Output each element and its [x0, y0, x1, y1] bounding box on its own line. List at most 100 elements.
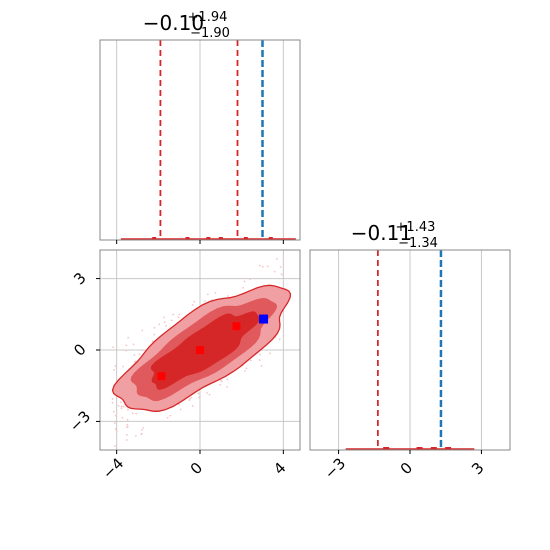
histogram-x-panel: [99, 39, 301, 244]
histogram-bump: [185, 237, 190, 239]
sample-point: [172, 313, 175, 316]
sample-point: [151, 340, 154, 343]
sample-point: [243, 280, 246, 283]
histogram-bump: [218, 237, 223, 239]
sample-point: [165, 324, 167, 327]
sample-point: [126, 418, 129, 421]
sample-point: [204, 300, 206, 302]
y-tick-label: −3: [66, 407, 94, 435]
sample-point: [142, 427, 145, 429]
sample-point: [141, 349, 144, 352]
sample-point: [177, 316, 180, 319]
sample-point: [115, 430, 118, 433]
x-tick-label: −4: [99, 454, 127, 482]
sample-point: [188, 398, 191, 400]
sample-point: [140, 432, 143, 435]
sample-point: [114, 445, 116, 448]
sample-point: [191, 405, 194, 407]
histogram-bump: [445, 447, 452, 449]
histogram-bump: [152, 237, 157, 239]
sample-point: [245, 367, 248, 370]
sample-point: [122, 365, 125, 368]
sample-point: [278, 338, 281, 341]
sample-point: [120, 407, 123, 410]
sample-marker-red: [232, 322, 241, 331]
sample-point: [266, 265, 269, 268]
sample-point: [226, 385, 228, 388]
sample-point: [121, 416, 124, 419]
sample-point: [131, 412, 134, 415]
title-y-minus: −1.34: [398, 236, 438, 251]
truth-marker-blue: [259, 314, 269, 324]
sample-point: [113, 422, 116, 424]
sample-point: [125, 349, 127, 352]
sample-point: [275, 258, 278, 260]
title-y-median: −0.11: [351, 221, 412, 245]
sample-point: [191, 304, 194, 306]
sample-point: [113, 369, 115, 371]
histogram-bump: [430, 447, 437, 449]
sample-point: [133, 354, 136, 356]
sample-point: [169, 414, 172, 417]
sample-point: [135, 435, 137, 437]
histogram-bump: [416, 447, 423, 449]
sample-point: [111, 401, 114, 404]
sample-point: [119, 401, 122, 404]
sample-marker-red: [157, 372, 166, 381]
sample-point: [138, 353, 141, 356]
x-tick-label: 0: [187, 459, 206, 478]
sample-point: [258, 359, 261, 361]
sample-point: [127, 408, 129, 411]
sample-point: [114, 428, 117, 431]
sample-point: [153, 326, 156, 329]
sample-point: [114, 414, 117, 417]
sample-point: [249, 278, 252, 281]
contour-area: [100, 250, 300, 450]
histogram-bump: [383, 447, 390, 449]
sample-point: [219, 383, 222, 386]
sample-point: [208, 393, 211, 396]
sample-marker-red: [196, 346, 204, 354]
x-tick-label: 4: [270, 459, 289, 478]
sample-point: [170, 319, 173, 322]
sample-point: [214, 292, 217, 294]
sample-point: [227, 295, 229, 297]
sample-point: [206, 293, 209, 296]
sample-point: [141, 429, 143, 431]
sample-point: [220, 379, 222, 382]
sample-point: [125, 439, 128, 441]
sample-point: [279, 265, 282, 268]
sample-point: [198, 396, 200, 399]
histogram-x-title: −0.10 +1.94 −1.90: [143, 6, 233, 41]
x-tick-label: 0: [397, 459, 416, 478]
sample-point: [273, 270, 276, 273]
y-tick-label: 3: [70, 269, 89, 288]
sample-point: [258, 264, 261, 267]
sample-point: [226, 378, 229, 381]
sample-point: [153, 333, 156, 336]
sample-point: [163, 316, 165, 319]
contour-panel: −4 0 4 3 0 −3: [66, 249, 301, 483]
sample-point: [126, 423, 129, 426]
sample-point: [125, 344, 128, 347]
sample-point: [206, 392, 208, 394]
sample-point: [244, 370, 246, 372]
sample-point: [260, 365, 263, 367]
histogram-bump: [243, 237, 248, 239]
contour-inner: [150, 311, 261, 390]
title-x-minus: −1.90: [190, 26, 230, 41]
sample-point: [112, 346, 115, 349]
sample-point: [132, 343, 135, 346]
histogram-bump: [206, 237, 211, 239]
sample-point: [190, 396, 193, 399]
title-x-median: −0.10: [143, 11, 204, 35]
sample-point: [114, 365, 117, 367]
sample-point: [179, 408, 182, 411]
histogram-bump: [268, 237, 273, 239]
sample-point: [158, 323, 161, 326]
histogram-y-title: −0.11 +1.43 −1.34: [351, 216, 441, 251]
sample-point: [193, 300, 196, 303]
title-x-plus: +1.94: [188, 10, 228, 25]
sample-point: [166, 416, 169, 419]
